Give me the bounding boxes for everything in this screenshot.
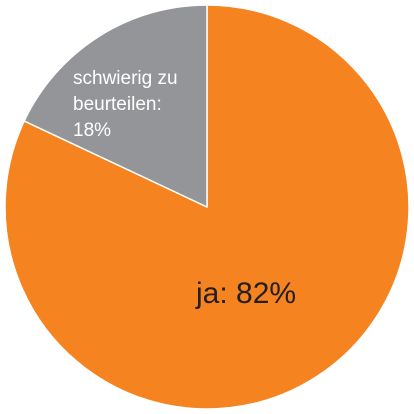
pie-label-schwierig-zu-beurteilen: schwierig zu beurteilen: 18% bbox=[73, 68, 178, 141]
pie-labels: ja: 82% schwierig zu beurteilen: 18% bbox=[73, 68, 296, 310]
pie-label-line: ja: 82% bbox=[195, 277, 296, 310]
pie-label-ja: ja: 82% bbox=[195, 277, 296, 310]
pie-label-line: schwierig zu bbox=[73, 68, 178, 89]
pie-slice-schwierig-zu-beurteilen bbox=[23, 4, 208, 208]
pie-label-line: 18% bbox=[73, 120, 111, 141]
pie-label-line: beurteilen: bbox=[73, 94, 162, 115]
pie-slices bbox=[4, 4, 410, 410]
